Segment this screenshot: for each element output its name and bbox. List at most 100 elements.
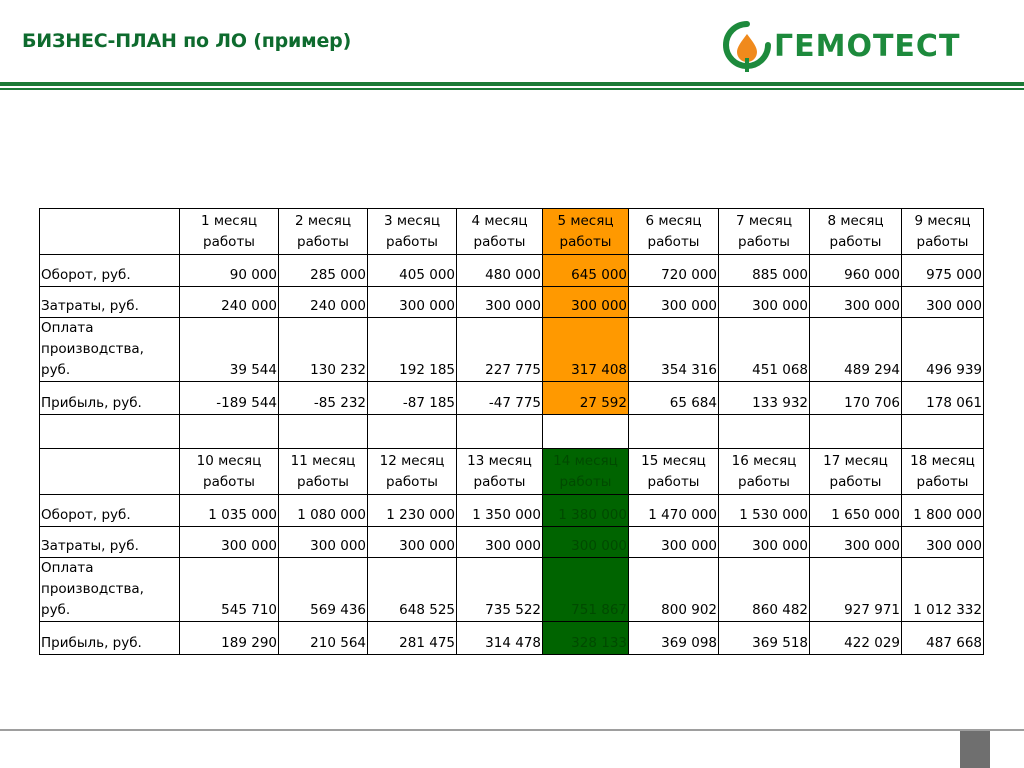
header-divider — [0, 82, 1024, 86]
table-cell: 1 470 000 — [628, 494, 719, 527]
month-header-line: работы — [297, 473, 349, 490]
month-header: 16 месяц работы — [718, 448, 810, 495]
table-cell: 130 232 — [278, 317, 368, 382]
table-cell: 569 436 — [278, 557, 368, 622]
table-cell: 1 230 000 — [367, 494, 457, 527]
table-cell: 227 775 — [456, 317, 543, 382]
table-cell: 300 000 — [367, 286, 457, 318]
month-header: 2 месяц работы — [278, 208, 368, 255]
month-header: 17 месяц работы — [809, 448, 902, 495]
spacer-cell — [367, 414, 457, 449]
table-cell: 328 133 — [542, 621, 629, 655]
table-cell: 1 650 000 — [809, 494, 902, 527]
spacer-cell — [809, 414, 902, 449]
table-cell: 487 668 — [901, 621, 984, 655]
month-header-line: 18 месяц — [910, 452, 975, 469]
spacer-cell — [542, 414, 629, 449]
month-header-line: работы — [738, 233, 790, 250]
table-cell: 1 800 000 — [901, 494, 984, 527]
row-label: Оборот, руб. — [39, 254, 180, 287]
table-cell: 300 000 — [809, 286, 902, 318]
corner-cell — [39, 208, 180, 255]
table-cell: 422 029 — [809, 621, 902, 655]
spacer-cell — [718, 414, 810, 449]
spacer-row — [39, 414, 984, 449]
month-header-line: работы — [473, 473, 526, 490]
table-cell: -189 544 — [179, 381, 279, 415]
table-cell: 735 522 — [456, 557, 543, 622]
month-header-line: работы — [829, 473, 882, 490]
table-cell: 189 290 — [179, 621, 279, 655]
table-cell: 451 068 — [718, 317, 810, 382]
month-header: 12 месяц работы — [367, 448, 457, 495]
table-cell: 960 000 — [809, 254, 902, 287]
row-label-line: Затраты, руб. — [41, 538, 139, 554]
row-label: Прибыль, руб. — [39, 381, 180, 415]
month-header-line: 17 месяц — [823, 452, 888, 469]
table-cell: 1 012 332 — [901, 557, 984, 622]
corner-cell — [39, 448, 180, 495]
month-header-line: 12 месяц — [379, 452, 445, 469]
table-cell: 975 000 — [901, 254, 984, 287]
table-cell: 300 000 — [456, 526, 543, 558]
spacer-cell — [628, 414, 719, 449]
month-header-line: 1 месяц — [200, 212, 258, 229]
table-cell: 354 316 — [628, 317, 719, 382]
row-label-line: руб. — [41, 362, 71, 378]
company-logo: ГЕМОТЕСТ — [722, 20, 960, 74]
month-header-line: работы — [916, 233, 969, 250]
month-header: 15 месяц работы — [628, 448, 719, 495]
table-cell: 496 939 — [901, 317, 984, 382]
footer-divider — [0, 729, 1024, 731]
header-divider-thin — [0, 88, 1024, 90]
spacer-cell — [39, 414, 180, 449]
month-header-line: 11 месяц — [290, 452, 356, 469]
table-cell: -47 775 — [456, 381, 543, 415]
month-header: 8 месяц работы — [809, 208, 902, 255]
month-header-line: работы — [203, 233, 255, 250]
month-header-line: 15 месяц — [641, 452, 706, 469]
page-title: БИЗНЕС-ПЛАН по ЛО (пример) — [22, 30, 352, 52]
row-label-line: Оплата — [41, 560, 94, 576]
row-label-line: производства, — [41, 581, 144, 597]
month-header-line: 13 месяц — [467, 452, 532, 469]
row-label-line: Прибыль, руб. — [41, 395, 142, 411]
table-cell: 192 185 — [367, 317, 457, 382]
table-cell: 648 525 — [367, 557, 457, 622]
table-row: Оплата производства, руб. 39 544 130 232 192 … — [39, 317, 984, 382]
month-header-line: работы — [559, 233, 612, 250]
month-header-line: работы — [559, 473, 612, 490]
table-cell: 927 971 — [809, 557, 902, 622]
table-cell: -85 232 — [278, 381, 368, 415]
table-cell: 405 000 — [367, 254, 457, 287]
table-cell: 300 000 — [901, 526, 984, 558]
month-header: 11 месяц работы — [278, 448, 368, 495]
table-row: Прибыль, руб. -189 544 -85 232 -87 185 -47 7… — [39, 381, 984, 415]
row-label: Оборот, руб. — [39, 494, 180, 527]
month-header-line: 6 месяц — [645, 212, 702, 229]
row-label-line: руб. — [41, 602, 71, 618]
row-label-line: Оборот, руб. — [41, 267, 131, 283]
row-label: Затраты, руб. — [39, 286, 180, 318]
table-cell: 65 684 — [628, 381, 719, 415]
table-cell: 1 380 000 — [542, 494, 629, 527]
month-header-line: работы — [829, 233, 882, 250]
month-header-line: 3 месяц — [383, 212, 441, 229]
table-cell: 1 035 000 — [179, 494, 279, 527]
month-header-line: 2 месяц — [294, 212, 352, 229]
month-header-line: 7 месяц — [735, 212, 793, 229]
table-cell: 885 000 — [718, 254, 810, 287]
month-header-line: 4 месяц — [471, 212, 528, 229]
table-cell: 285 000 — [278, 254, 368, 287]
month-header: 13 месяц работы — [456, 448, 543, 495]
table-row: Оплата производства, руб. 545 710 569 436 648… — [39, 557, 984, 622]
month-header: 14 месяц работы — [542, 448, 629, 495]
footer-corner-block — [960, 731, 990, 768]
table-cell: 300 000 — [718, 526, 810, 558]
table-cell: 240 000 — [278, 286, 368, 318]
month-header-line: работы — [916, 473, 969, 490]
business-plan-table: 1 месяц работы 2 месяц работы 3 месяц работы 4… — [39, 208, 984, 655]
table-cell: 170 706 — [809, 381, 902, 415]
table-cell: 178 061 — [901, 381, 984, 415]
month-header: 10 месяц работы — [179, 448, 279, 495]
